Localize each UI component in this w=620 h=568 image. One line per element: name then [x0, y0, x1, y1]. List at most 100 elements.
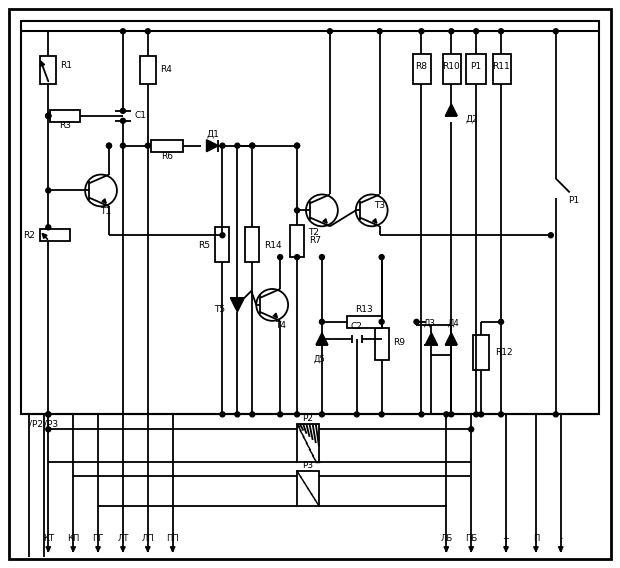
Text: ЛБ: ЛБ	[440, 534, 453, 543]
Circle shape	[235, 143, 240, 148]
Circle shape	[449, 412, 454, 417]
Circle shape	[548, 233, 553, 238]
Text: P1: P1	[471, 61, 482, 70]
Circle shape	[319, 412, 324, 417]
Bar	[216, 227, 229, 262]
Text: П: П	[533, 534, 539, 543]
Text: T5: T5	[215, 306, 226, 314]
Text: Д5: Д5	[314, 354, 326, 363]
Bar	[297, 471, 319, 506]
Circle shape	[474, 412, 479, 417]
Text: ПП: ПП	[166, 534, 179, 543]
Text: /P2: /P2	[29, 420, 43, 429]
Polygon shape	[206, 140, 218, 152]
Circle shape	[278, 412, 283, 417]
Circle shape	[319, 254, 324, 260]
Text: C2: C2	[351, 322, 363, 331]
Circle shape	[46, 114, 51, 118]
Bar	[40, 56, 56, 84]
Circle shape	[46, 188, 51, 193]
Circle shape	[46, 114, 51, 118]
Circle shape	[294, 412, 299, 417]
Bar	[473, 335, 489, 370]
Circle shape	[498, 412, 503, 417]
Text: P3: P3	[303, 461, 314, 470]
Bar	[151, 140, 183, 152]
Circle shape	[319, 319, 324, 324]
Text: R3: R3	[59, 122, 71, 130]
Circle shape	[414, 319, 419, 324]
Circle shape	[294, 143, 299, 148]
Text: R7: R7	[309, 236, 321, 245]
Circle shape	[278, 254, 283, 260]
Text: P2: P2	[303, 414, 314, 423]
Bar	[40, 229, 70, 241]
Circle shape	[444, 412, 449, 417]
Bar	[140, 56, 156, 84]
Text: /P3: /P3	[44, 420, 58, 429]
Text: ЛП: ЛП	[141, 534, 154, 543]
Bar	[246, 227, 259, 262]
Circle shape	[379, 319, 384, 324]
Text: T3: T3	[374, 201, 385, 210]
Circle shape	[250, 143, 255, 148]
Circle shape	[250, 143, 255, 148]
Circle shape	[498, 319, 503, 324]
Circle shape	[379, 254, 384, 260]
Circle shape	[220, 412, 225, 417]
Bar	[443, 54, 461, 84]
Text: -: -	[559, 534, 562, 543]
Circle shape	[235, 412, 240, 417]
Text: R1: R1	[60, 61, 72, 69]
Circle shape	[46, 114, 51, 118]
Circle shape	[294, 143, 299, 148]
Circle shape	[145, 143, 150, 148]
Text: R10: R10	[443, 61, 460, 70]
Text: Д2: Д2	[465, 114, 478, 123]
Text: T4: T4	[275, 321, 286, 331]
Bar	[414, 54, 432, 84]
Circle shape	[327, 29, 332, 34]
Polygon shape	[445, 104, 458, 116]
Text: C1: C1	[135, 111, 147, 120]
Circle shape	[46, 225, 51, 230]
Circle shape	[120, 29, 125, 34]
Text: R13: R13	[355, 306, 373, 314]
Text: +: +	[503, 534, 510, 543]
Circle shape	[107, 143, 112, 148]
Circle shape	[377, 29, 382, 34]
Circle shape	[479, 412, 484, 417]
Circle shape	[379, 412, 384, 417]
Text: R4: R4	[160, 65, 172, 74]
Circle shape	[120, 118, 125, 123]
Text: T2: T2	[309, 228, 319, 237]
Circle shape	[419, 29, 424, 34]
Text: R11: R11	[492, 61, 510, 70]
Circle shape	[553, 412, 558, 417]
Text: КП: КП	[67, 534, 79, 543]
Bar	[290, 225, 304, 257]
Circle shape	[120, 143, 125, 148]
Circle shape	[46, 427, 51, 432]
Bar	[22, 21, 598, 415]
Polygon shape	[316, 333, 328, 345]
Circle shape	[220, 143, 225, 148]
Text: ЛТ: ЛТ	[117, 534, 128, 543]
Circle shape	[449, 29, 454, 34]
Circle shape	[354, 412, 359, 417]
Text: R12: R12	[495, 348, 513, 357]
Text: Д3: Д3	[423, 318, 435, 327]
Text: ПБ: ПБ	[465, 534, 477, 543]
Circle shape	[250, 412, 255, 417]
Text: R5: R5	[198, 241, 210, 250]
Bar	[347, 316, 382, 328]
Text: ПГ: ПГ	[92, 534, 104, 543]
Text: P1: P1	[568, 196, 579, 205]
Circle shape	[220, 233, 225, 238]
Circle shape	[469, 427, 474, 432]
Circle shape	[294, 208, 299, 213]
Text: T1: T1	[100, 207, 112, 216]
Text: R14: R14	[264, 241, 282, 250]
Circle shape	[419, 412, 424, 417]
Text: КТ: КТ	[43, 534, 54, 543]
